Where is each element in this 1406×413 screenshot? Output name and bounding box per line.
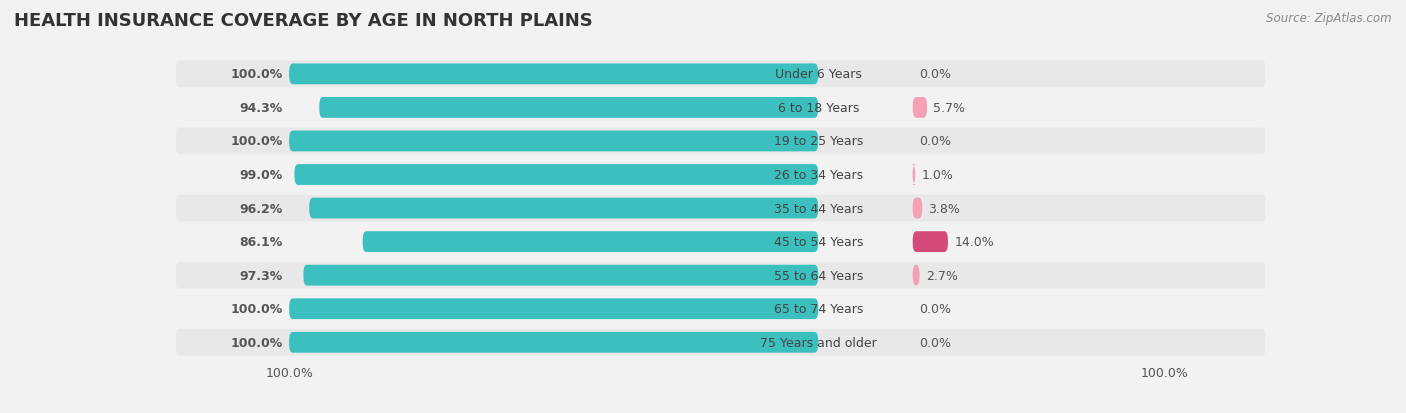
- FancyBboxPatch shape: [176, 162, 1265, 188]
- FancyBboxPatch shape: [319, 98, 818, 119]
- Text: 3.8%: 3.8%: [928, 202, 960, 215]
- FancyBboxPatch shape: [912, 98, 927, 119]
- Text: 100.0%: 100.0%: [1140, 367, 1188, 380]
- FancyBboxPatch shape: [304, 265, 818, 286]
- Text: 94.3%: 94.3%: [239, 102, 283, 115]
- Text: 0.0%: 0.0%: [920, 336, 950, 349]
- FancyBboxPatch shape: [911, 165, 917, 185]
- FancyBboxPatch shape: [176, 195, 1265, 222]
- FancyBboxPatch shape: [290, 131, 818, 152]
- FancyBboxPatch shape: [176, 262, 1265, 289]
- Text: 100.0%: 100.0%: [231, 68, 283, 81]
- Text: Under 6 Years: Under 6 Years: [775, 68, 862, 81]
- Text: 2.7%: 2.7%: [925, 269, 957, 282]
- Text: 6 to 18 Years: 6 to 18 Years: [778, 102, 859, 115]
- Text: 100.0%: 100.0%: [231, 135, 283, 148]
- Text: 96.2%: 96.2%: [239, 202, 283, 215]
- FancyBboxPatch shape: [176, 95, 1265, 121]
- Text: 99.0%: 99.0%: [239, 169, 283, 182]
- Text: 1.0%: 1.0%: [921, 169, 953, 182]
- FancyBboxPatch shape: [309, 198, 818, 219]
- Text: Source: ZipAtlas.com: Source: ZipAtlas.com: [1267, 12, 1392, 25]
- FancyBboxPatch shape: [290, 64, 818, 85]
- Text: 5.7%: 5.7%: [934, 102, 966, 115]
- Text: 55 to 64 Years: 55 to 64 Years: [773, 269, 863, 282]
- Text: 0.0%: 0.0%: [920, 135, 950, 148]
- Text: 100.0%: 100.0%: [266, 367, 314, 380]
- FancyBboxPatch shape: [294, 165, 818, 185]
- Text: 19 to 25 Years: 19 to 25 Years: [773, 135, 863, 148]
- FancyBboxPatch shape: [912, 198, 922, 219]
- Text: HEALTH INSURANCE COVERAGE BY AGE IN NORTH PLAINS: HEALTH INSURANCE COVERAGE BY AGE IN NORT…: [14, 12, 593, 30]
- FancyBboxPatch shape: [176, 61, 1265, 88]
- Text: 65 to 74 Years: 65 to 74 Years: [773, 302, 863, 316]
- FancyBboxPatch shape: [290, 332, 818, 353]
- Text: 45 to 54 Years: 45 to 54 Years: [773, 235, 863, 249]
- FancyBboxPatch shape: [912, 265, 920, 286]
- FancyBboxPatch shape: [176, 329, 1265, 356]
- FancyBboxPatch shape: [176, 128, 1265, 155]
- Text: 35 to 44 Years: 35 to 44 Years: [773, 202, 863, 215]
- Text: 97.3%: 97.3%: [239, 269, 283, 282]
- Text: 26 to 34 Years: 26 to 34 Years: [773, 169, 863, 182]
- FancyBboxPatch shape: [912, 232, 948, 252]
- Text: 0.0%: 0.0%: [920, 68, 950, 81]
- FancyBboxPatch shape: [363, 232, 818, 252]
- Text: 75 Years and older: 75 Years and older: [759, 336, 876, 349]
- FancyBboxPatch shape: [290, 299, 818, 319]
- Text: 14.0%: 14.0%: [955, 235, 994, 249]
- Text: 100.0%: 100.0%: [231, 336, 283, 349]
- Text: 100.0%: 100.0%: [231, 302, 283, 316]
- Text: 0.0%: 0.0%: [920, 302, 950, 316]
- Text: 86.1%: 86.1%: [239, 235, 283, 249]
- FancyBboxPatch shape: [176, 296, 1265, 323]
- FancyBboxPatch shape: [176, 229, 1265, 255]
